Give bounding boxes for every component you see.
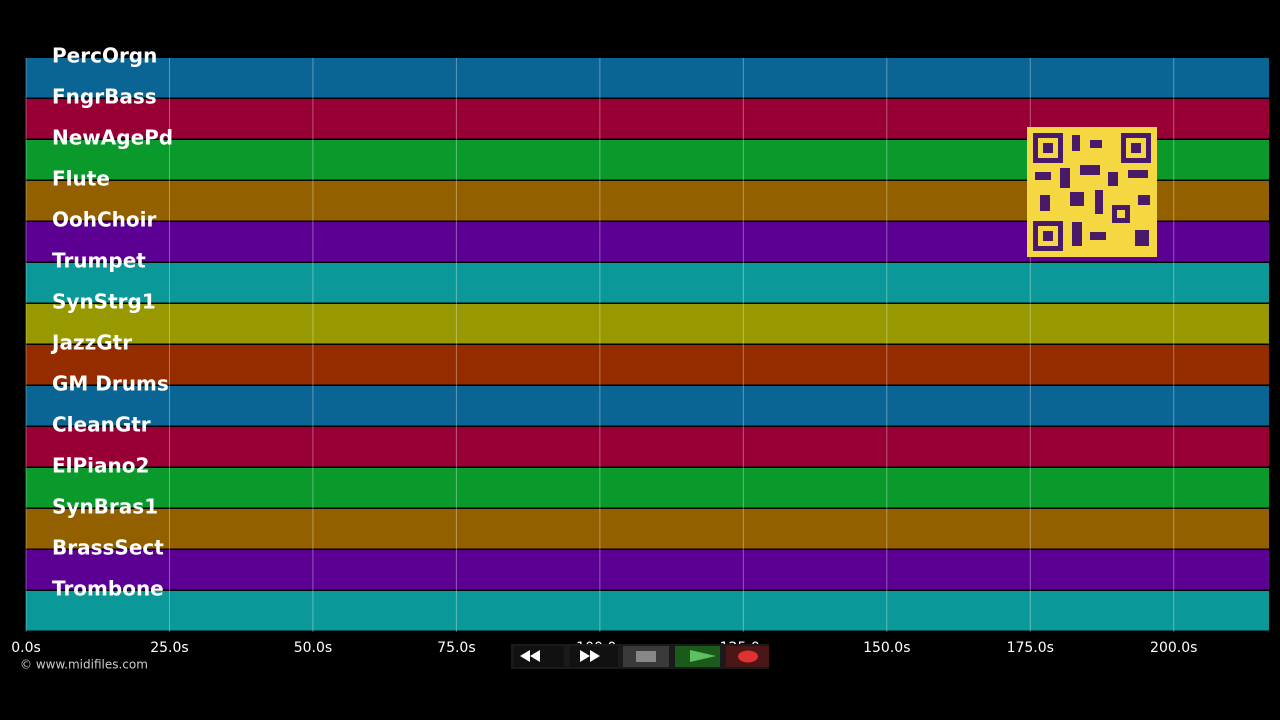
forward-button[interactable] <box>570 646 618 667</box>
record-button[interactable] <box>726 646 769 667</box>
track-label: Trombone <box>52 577 164 601</box>
x-tick-label: 25.0s <box>150 640 188 656</box>
play-button[interactable] <box>675 646 720 667</box>
footer-credit: © www.midifiles.com <box>20 658 148 672</box>
track-row <box>26 509 1269 549</box>
track-row <box>26 304 1269 344</box>
x-tick-label: 0.0s <box>11 640 41 656</box>
track-row <box>26 550 1269 590</box>
rewind-button[interactable] <box>514 646 564 667</box>
stop-button[interactable] <box>623 646 669 667</box>
track-label: BrassSect <box>52 536 164 560</box>
track-label: SynStrg1 <box>52 290 156 314</box>
track-row <box>26 58 1269 98</box>
track-label: Trumpet <box>52 249 146 273</box>
track-row <box>26 427 1269 467</box>
track-row <box>26 468 1269 508</box>
track-label: ElPiano2 <box>52 454 149 478</box>
track-label: PercOrgn <box>52 44 157 68</box>
track-row <box>26 263 1269 303</box>
track-row <box>26 345 1269 385</box>
track-label: JazzGtr <box>50 331 132 355</box>
track-label: OohChoir <box>52 208 156 232</box>
x-tick-label: 200.0s <box>1150 640 1197 656</box>
track-row <box>26 591 1269 631</box>
track-label: FngrBass <box>52 85 157 109</box>
x-tick-label: 50.0s <box>294 640 332 656</box>
track-row <box>26 386 1269 426</box>
transport-controls <box>511 644 769 669</box>
x-tick-label: 175.0s <box>1007 640 1054 656</box>
track-label: Flute <box>52 167 110 191</box>
track-label: GM Drums <box>52 372 169 396</box>
track-label: SynBras1 <box>52 495 158 519</box>
track-label: CleanGtr <box>52 413 151 437</box>
track-label: NewAgePd <box>52 126 173 150</box>
x-tick-label: 75.0s <box>437 640 475 656</box>
qr-code <box>1027 127 1157 257</box>
x-tick-label: 150.0s <box>863 640 910 656</box>
